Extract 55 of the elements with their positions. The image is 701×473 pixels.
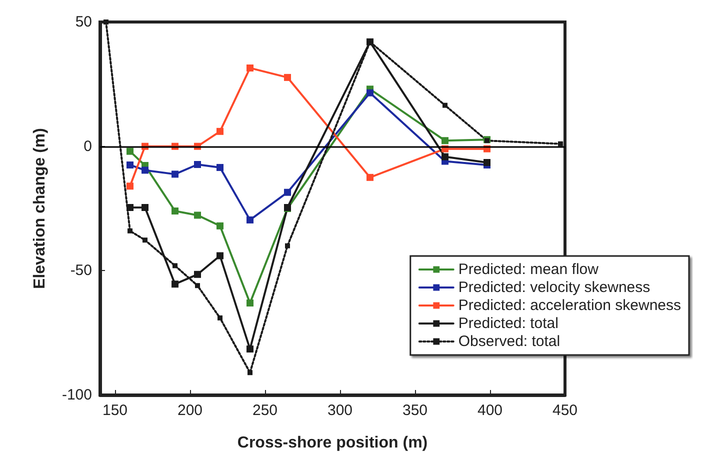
x-tick-label: 300 bbox=[327, 402, 353, 419]
point bbox=[142, 204, 148, 212]
point bbox=[284, 188, 291, 196]
point bbox=[285, 243, 290, 248]
point bbox=[172, 207, 178, 214]
point bbox=[366, 174, 374, 181]
x-axis-title: Cross-shore position (m) bbox=[237, 434, 428, 452]
legend-label: Predicted: total bbox=[458, 315, 558, 332]
point bbox=[216, 128, 224, 135]
point bbox=[194, 270, 201, 278]
point bbox=[216, 222, 224, 230]
point bbox=[246, 64, 254, 72]
point bbox=[126, 182, 134, 190]
legend-label: Predicted: acceleration skewness bbox=[458, 297, 682, 314]
y-axis-title: Elevation change (m) bbox=[32, 128, 48, 289]
point bbox=[216, 164, 224, 171]
point bbox=[216, 252, 224, 260]
point bbox=[484, 158, 490, 166]
x-tick-label: 450 bbox=[552, 402, 578, 419]
y-tick-label: -100 bbox=[62, 386, 92, 404]
y-tick-label: -50 bbox=[70, 262, 92, 280]
point bbox=[142, 238, 148, 243]
x-tick-label: 150 bbox=[102, 402, 128, 419]
legend-label: Predicted: velocity skewness bbox=[458, 279, 650, 296]
point bbox=[246, 299, 254, 306]
x-tick-label: 350 bbox=[402, 402, 428, 419]
point bbox=[126, 204, 134, 212]
x-tick-label: 200 bbox=[177, 402, 203, 419]
legend-label: Predicted: mean flow bbox=[458, 261, 599, 278]
point bbox=[366, 89, 374, 96]
point bbox=[172, 170, 178, 178]
point bbox=[442, 153, 448, 160]
point bbox=[128, 228, 132, 234]
point bbox=[172, 280, 178, 288]
point bbox=[442, 102, 448, 108]
x-tick-label: 250 bbox=[252, 402, 278, 419]
point bbox=[558, 141, 563, 146]
point bbox=[126, 161, 134, 168]
point bbox=[284, 74, 291, 81]
y-tick-label: 50 bbox=[75, 14, 92, 30]
y-tick-label: 0 bbox=[84, 138, 92, 155]
point bbox=[194, 160, 201, 168]
point bbox=[142, 166, 148, 174]
point bbox=[246, 216, 254, 224]
point bbox=[104, 20, 108, 24]
x-tick-label: 400 bbox=[477, 402, 503, 419]
point bbox=[442, 137, 448, 144]
point bbox=[172, 263, 178, 268]
point bbox=[194, 212, 201, 219]
point bbox=[195, 283, 200, 288]
legend-label: Observed: total bbox=[458, 333, 560, 350]
point bbox=[218, 315, 222, 320]
point bbox=[248, 370, 252, 376]
point bbox=[246, 345, 254, 352]
point bbox=[126, 148, 134, 155]
